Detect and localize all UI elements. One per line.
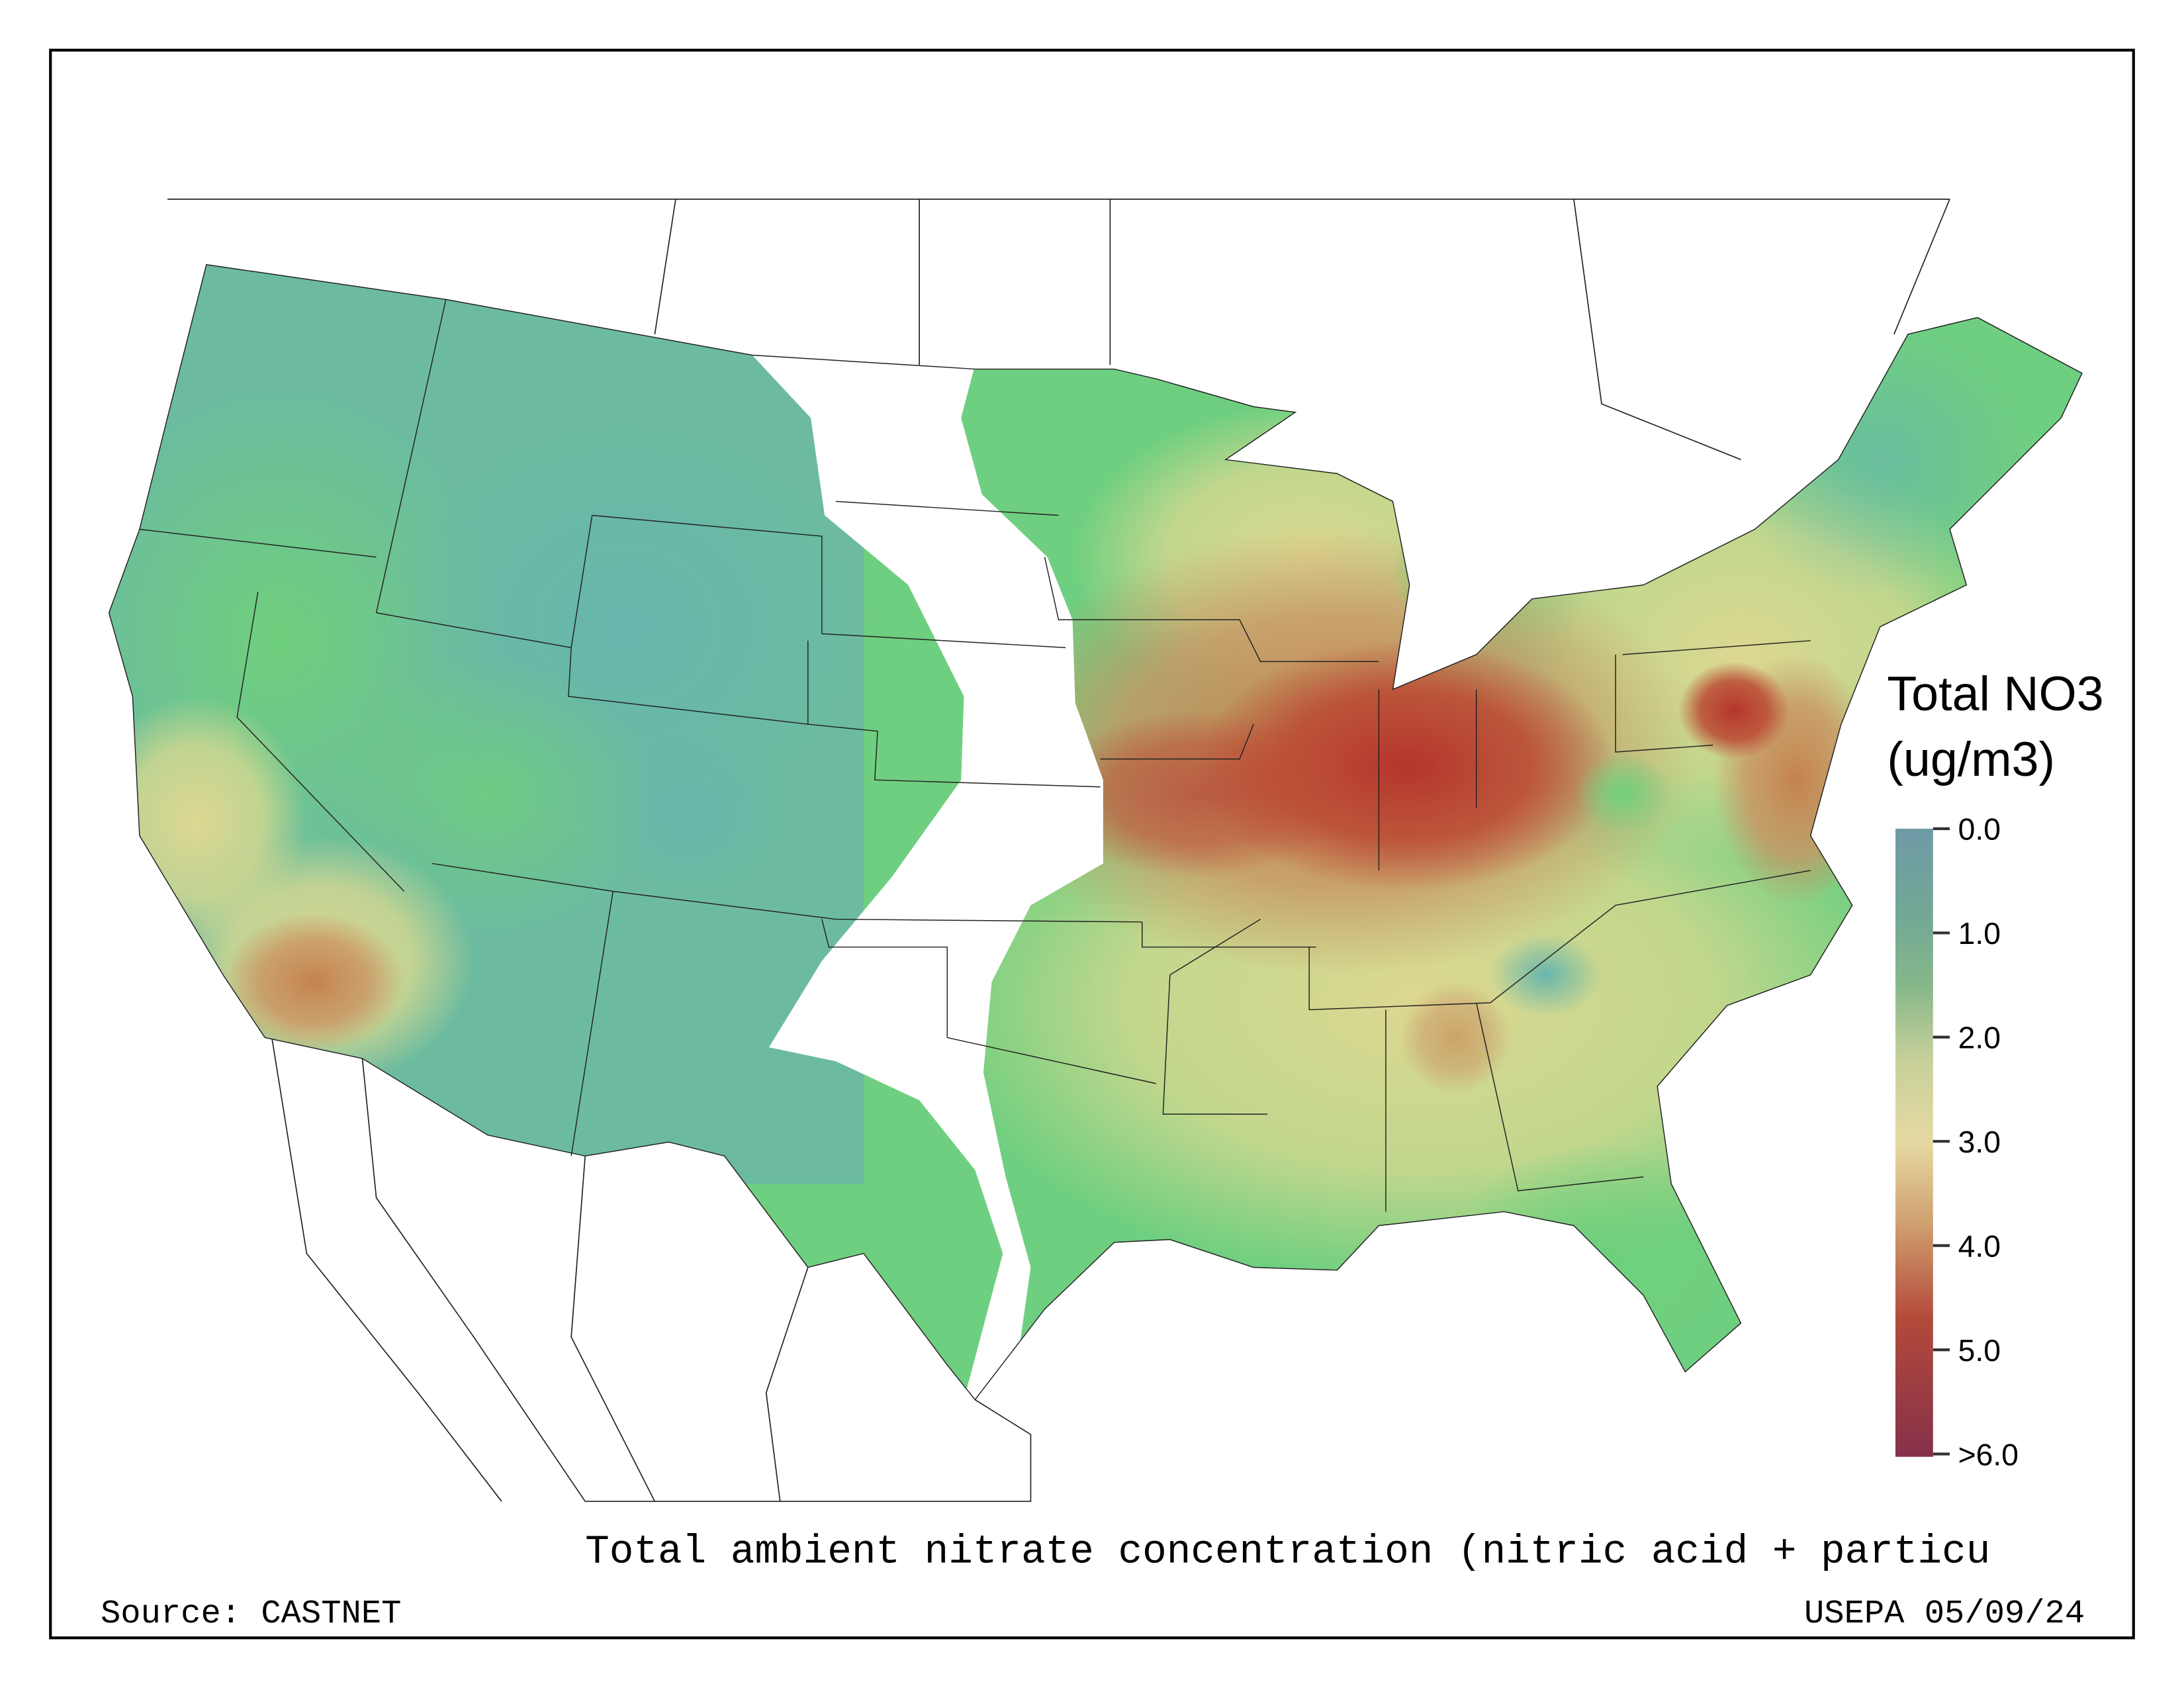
map-title: Total ambient nitrate concentration (nit… [585,1530,1990,1575]
legend-tick-label: 3.0 [1958,1125,2001,1159]
legend-title-line2: (ug/m3) [1887,731,2055,786]
legend-tick-label: 4.0 [1958,1229,2001,1263]
legend: Total NO3 (ug/m3) 0.0 1.0 2.0 3.0 4.0 5.0 >6.0 [1887,666,2103,1472]
legend-tick-label: 1.0 [1958,916,2001,951]
legend-tick-label: >6.0 [1958,1437,2019,1472]
legend-colorbar [1895,828,1933,1457]
credit-label: USEPA 05/09/24 [1804,1595,2085,1633]
legend-tick-label: 5.0 [1958,1333,2001,1368]
no-data-region [752,355,1103,1400]
source-label: Source: CASTNET [101,1595,401,1633]
neighbor-boundaries [167,199,1950,1502]
state-boundaries [108,263,2083,1401]
legend-tick-label: 0.0 [1958,812,2001,847]
legend-tick-label: 2.0 [1958,1021,2001,1055]
legend-title-line1: Total NO3 [1887,666,2103,721]
